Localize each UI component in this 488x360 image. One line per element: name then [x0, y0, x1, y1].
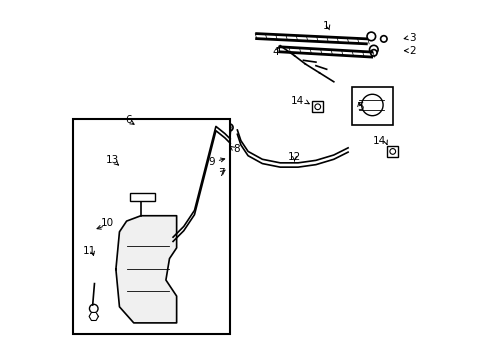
Text: 8: 8 [233, 144, 239, 154]
Polygon shape [89, 312, 98, 320]
Text: 14: 14 [371, 136, 385, 146]
Text: 5: 5 [357, 102, 363, 112]
Circle shape [380, 36, 386, 42]
Bar [312, 102, 323, 112]
Text: 4: 4 [272, 47, 279, 57]
Bar [73, 119, 230, 334]
Bar [130, 193, 155, 202]
Circle shape [227, 126, 230, 129]
Bar [386, 146, 397, 157]
Text: 14: 14 [291, 96, 304, 107]
Text: 13: 13 [105, 156, 119, 165]
Text: 2: 2 [408, 46, 415, 56]
Text: 7: 7 [218, 168, 224, 178]
Text: 10: 10 [100, 218, 113, 228]
Text: 9: 9 [208, 157, 215, 167]
Text: 12: 12 [287, 152, 301, 162]
Text: 11: 11 [82, 247, 96, 256]
Circle shape [370, 50, 376, 56]
Polygon shape [116, 216, 176, 323]
Text: 1: 1 [322, 21, 328, 31]
Text: 3: 3 [408, 33, 415, 43]
Bar [351, 87, 392, 125]
Text: 6: 6 [125, 115, 131, 125]
